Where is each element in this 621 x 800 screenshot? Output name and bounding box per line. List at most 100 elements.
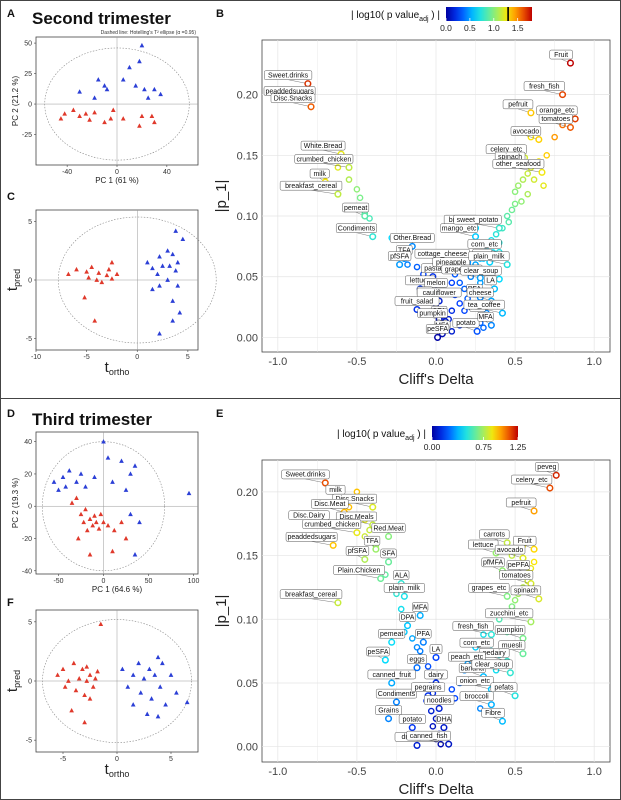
labeled-circle-marker — [419, 638, 427, 646]
label-box — [494, 625, 526, 635]
triangle-marker-red — [102, 119, 107, 125]
x-tick-label: -0.5 — [347, 356, 366, 368]
point-label: clear_soup — [475, 662, 509, 669]
label-box — [459, 637, 494, 648]
point-label: cauliflower — [423, 290, 457, 297]
y-axis-label: |p_1| — [213, 595, 230, 628]
triangle-marker-red — [110, 548, 115, 554]
y-tick-label: 0.20 — [237, 90, 258, 102]
triangle-marker-blue — [120, 666, 125, 671]
y-tick-label: -5 — [26, 336, 32, 343]
open-circle-marker — [404, 261, 411, 268]
triangle-marker-blue — [66, 468, 72, 473]
x-tick-label: 0 — [115, 169, 119, 176]
point-label: Fruit — [518, 538, 532, 545]
triangle-marker-red — [62, 684, 68, 689]
x-tick-label: -5 — [60, 756, 66, 763]
point-label: potato — [403, 716, 423, 723]
triangle-marker-blue — [110, 479, 115, 484]
triangle-marker-blue — [142, 86, 147, 92]
label-box — [463, 299, 505, 310]
point-label: breakfast_cereal — [285, 592, 337, 599]
triangle-marker-red — [94, 277, 100, 282]
label-box — [412, 602, 429, 612]
open-circle-marker — [408, 635, 416, 642]
y-tick-label: 0.15 — [237, 551, 258, 563]
triangle-marker-red — [109, 276, 115, 281]
triangle-marker-blue — [155, 713, 161, 719]
triangle-marker-blue — [128, 511, 133, 517]
point-label: avocado — [513, 128, 540, 135]
open-circle-marker — [540, 182, 547, 189]
triangle-marker-red — [108, 116, 114, 121]
point-label: DHA — [437, 716, 452, 723]
label-box — [366, 646, 390, 657]
colorbar — [446, 7, 532, 21]
label-box — [481, 557, 505, 568]
triangle-marker-blue — [95, 77, 101, 82]
label-box — [468, 539, 499, 550]
triangle-marker-blue — [170, 298, 176, 303]
y-tick-label: 0.00 — [237, 332, 258, 344]
point-label: pfSFA — [390, 253, 409, 260]
triangle-marker-red — [77, 113, 82, 119]
open-circle-marker — [448, 686, 456, 693]
labeled-circle-marker — [487, 321, 495, 329]
triangle-marker-red — [80, 666, 85, 671]
panel-a: -40 0 40 50 25 0 -25 PC 1 (61 %) PC 2 (21.2 %) Da… — [11, 30, 199, 185]
label-leader-line — [518, 168, 543, 173]
triangle-marker-blue — [186, 490, 192, 496]
point-label: Fibre — [485, 710, 501, 717]
triangle-marker-blue — [160, 263, 165, 268]
point-label: clear_soup — [464, 268, 498, 275]
panel-letter-b: B — [216, 8, 224, 20]
label-box — [383, 583, 425, 593]
y-axis-label: PC 2 (19.3 %) — [11, 478, 20, 529]
triangle-marker-red — [98, 511, 104, 517]
label-box — [416, 287, 462, 298]
label-box — [367, 669, 416, 680]
triangle-marker-red — [87, 117, 92, 122]
triangle-marker-blue — [160, 660, 165, 666]
point-label: corn_etc — [471, 241, 498, 248]
point-label: Disc.Meat — [314, 501, 345, 508]
triangle-marker-blue — [130, 672, 136, 677]
point-label: peaddedsugars — [265, 88, 314, 95]
triangle-marker-red — [58, 116, 64, 121]
triangle-marker-red — [111, 527, 117, 533]
point-label: avocado — [497, 547, 524, 554]
open-circle-marker — [427, 707, 435, 715]
label-box — [492, 159, 545, 169]
point-label: celery_etc — [516, 477, 548, 484]
point-label: cheese — [469, 290, 492, 297]
y-tick-label: 0.10 — [237, 614, 258, 626]
point-label: crumbed_chicken — [296, 156, 351, 163]
triangle-marker-red — [119, 519, 124, 525]
label-box — [407, 654, 427, 664]
triangle-marker-red — [101, 519, 106, 525]
triangle-marker-blue — [155, 654, 161, 660]
y-tick-label: 0.05 — [237, 272, 258, 284]
point-label: tomatoes — [541, 116, 570, 123]
open-circle-marker — [505, 218, 513, 226]
labeled-circle-marker — [413, 741, 421, 749]
point-label: Grains — [378, 707, 399, 714]
triangle-marker-red — [98, 621, 104, 627]
point-label: milk — [313, 171, 326, 178]
x-axis-label: Cliff's Delta — [398, 371, 474, 388]
point-label: peSFA — [427, 326, 448, 333]
open-circle-marker — [514, 182, 522, 189]
x-axis-label: PC 1 (64.6 %) — [92, 585, 143, 594]
label-box — [424, 669, 448, 680]
triangle-marker-red — [90, 684, 96, 689]
y-tick-label: 0 — [28, 504, 32, 511]
triangle-marker-red — [114, 271, 120, 276]
open-circle-marker — [519, 176, 527, 183]
labeled-circle-marker — [435, 704, 443, 713]
x-tick-label: -1.0 — [268, 766, 287, 778]
triangle-marker-red — [62, 111, 68, 116]
point-label: celery_etc — [490, 147, 522, 154]
triangle-marker-blue — [104, 86, 110, 92]
labeled-circle-marker — [334, 190, 342, 198]
point-label: pfMFA — [483, 560, 504, 567]
